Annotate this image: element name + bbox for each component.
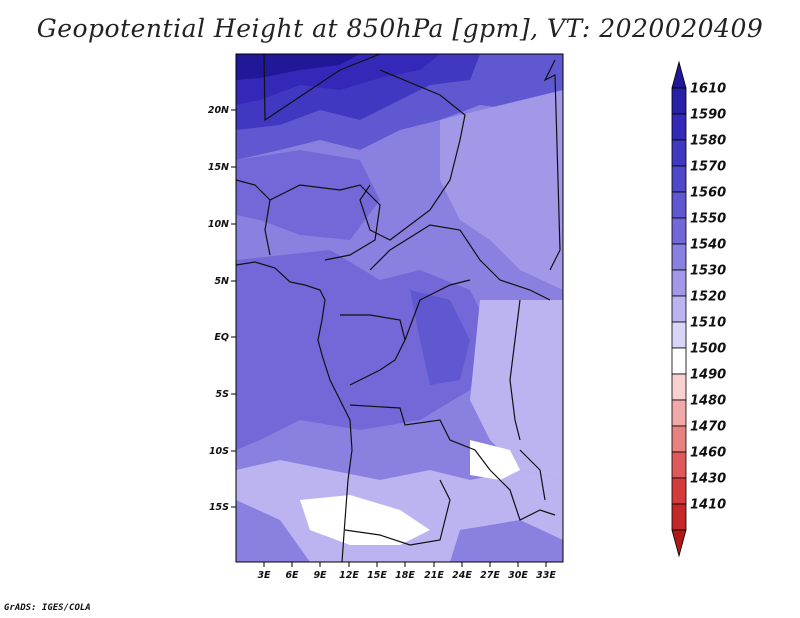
lat-label: 5S [216, 389, 230, 400]
colorbar-level-label: 1520 [690, 290, 726, 305]
lon-label: 27E [480, 570, 500, 581]
lon-label: 3E [257, 570, 271, 581]
map-field [236, 54, 563, 562]
field-1550-congo [410, 290, 470, 385]
field-1590 [236, 54, 360, 80]
field-1530-sw [236, 500, 310, 562]
lat-label: EQ [214, 332, 229, 343]
colorbar-level-label: 1460 [690, 446, 726, 461]
field-1510-east [470, 440, 520, 480]
lat-label: 10N [208, 219, 229, 230]
colorbar-level-label: 1580 [690, 134, 726, 149]
border-north-2 [359, 69, 466, 241]
lon-label: 6E [285, 570, 299, 581]
colorbar-level-label: 1410 [690, 498, 726, 513]
colorbar-swatch [671, 399, 687, 427]
lon-label: 33E [536, 570, 556, 581]
lon-label: 21E [424, 570, 444, 581]
colorbar-swatch [671, 191, 687, 219]
colorbar-swatch [671, 113, 687, 141]
colorbar-arrow-top [671, 60, 687, 89]
lon-axis: 3E 6E 9E 12E 15E 18E 21E 24E 27E 30E 33E [257, 562, 556, 581]
colorbar-level-label: 1590 [690, 108, 726, 123]
coastline-west [236, 261, 353, 562]
grads-credit: GrADS: IGES/COLA [4, 603, 91, 613]
colorbar-swatch [671, 451, 687, 479]
colorbar-swatch [671, 347, 687, 375]
border-north-1 [263, 54, 381, 122]
border-east-north [543, 59, 561, 271]
colorbar-swatch [671, 295, 687, 323]
lat-label: 15N [208, 162, 229, 173]
lat-label: 5N [214, 276, 229, 287]
map-title: Geopotential Height at 850hPa [gpm], VT:… [36, 14, 764, 43]
border-east-lakes [509, 299, 521, 441]
lon-label: 9E [313, 570, 327, 581]
lake-malawi [519, 449, 546, 501]
colorbar-level-label: 1500 [690, 342, 726, 357]
colorbar-level-label: 1490 [690, 368, 726, 383]
field-1510-south [300, 495, 430, 545]
field-1530-east [440, 90, 563, 290]
lat-axis: 20N 15N 10N 5N EQ 5S 10S 15S [208, 105, 236, 513]
border-south-1 [344, 479, 451, 546]
border-angola-north [349, 404, 491, 471]
colorbar-level-label: 1560 [690, 186, 726, 201]
colorbar-arrow-bottom [671, 529, 687, 558]
colorbar-swatch [671, 477, 687, 505]
colorbar-level-label: 1470 [690, 420, 726, 435]
colorbar-swatch [671, 269, 687, 297]
colorbar-swatch [671, 243, 687, 271]
colorbar-swatch [671, 139, 687, 167]
colorbar-level-label: 1570 [690, 160, 726, 175]
border-central-north [369, 224, 551, 301]
colorbar-swatch [671, 321, 687, 349]
lon-label: 24E [452, 570, 472, 581]
colorbar-swatch [671, 217, 687, 245]
colorbar: 1610 1590 1580 1570 1560 1550 1540 1530 1520 1510… [671, 60, 726, 558]
lon-label: 12E [339, 570, 359, 581]
map-borders [236, 54, 561, 562]
lon-label: 18E [395, 570, 415, 581]
colorbar-level-label: 1480 [690, 394, 726, 409]
lon-label: 30E [508, 570, 528, 581]
colorbar-swatch [671, 503, 687, 531]
lat-label: 20N [208, 105, 229, 116]
colorbar-swatch [671, 165, 687, 193]
lon-label: 15E [367, 570, 387, 581]
colorbar-level-label: 1430 [690, 472, 726, 487]
lat-label: 15S [209, 502, 229, 513]
colorbar-swatch [671, 373, 687, 401]
colorbar-level-label: 1550 [690, 212, 726, 227]
field-1520-east [470, 300, 563, 480]
field-1530-se [450, 520, 563, 562]
map-frame [235, 53, 564, 563]
colorbar-level-label: 1530 [690, 264, 726, 279]
colorbar-swatch [671, 425, 687, 453]
border-west-2 [269, 184, 381, 261]
colorbar-level-label: 1540 [690, 238, 726, 253]
colorbar-level-label: 1510 [690, 316, 726, 331]
border-congo-north [404, 279, 471, 341]
field-1540-west [236, 150, 380, 240]
lat-label: 10S [209, 446, 229, 457]
colorbar-level-label: 1610 [690, 82, 726, 97]
colorbar-swatch [671, 87, 687, 115]
border-south-east [489, 469, 556, 521]
